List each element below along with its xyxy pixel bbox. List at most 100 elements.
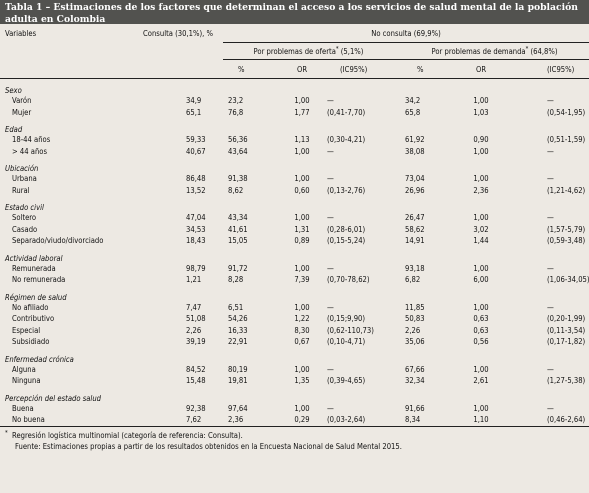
value-ic-oferta: (0,62-110,73) xyxy=(327,325,374,335)
group-label: Régimen de salud xyxy=(5,292,67,302)
value-ic-demanda: — xyxy=(547,364,554,374)
value-or-oferta: 1,00 xyxy=(294,174,310,184)
value-pct-demanda: 26,96 xyxy=(405,185,425,195)
value-or-demanda: 1,44 xyxy=(473,236,489,246)
value-ic-demanda: (0,51-1,59) xyxy=(547,135,586,145)
value-ic-oferta: (0,15;9,90) xyxy=(327,314,366,324)
value-ic-demanda: (0,17-1,82) xyxy=(547,337,586,347)
table-row: Separado/viudo/divorciado 18,43 15,05 0,89 (… xyxy=(0,235,589,247)
row-label: Casado xyxy=(12,224,38,234)
row-label: Especial xyxy=(12,325,41,335)
value-pct-oferta: 54,26 xyxy=(228,314,248,324)
data-table: Variables Consulta (30,1%), % No consult… xyxy=(0,24,589,427)
value-pct-demanda: 73,04 xyxy=(405,174,425,184)
value-or-demanda: 0,63 xyxy=(473,325,489,335)
value-or-oferta: 1,35 xyxy=(294,376,310,386)
value-or-demanda: 1,00 xyxy=(473,146,489,156)
table-row: Soltero 47,04 43,34 1,00 — 26,47 1,00 — xyxy=(0,212,589,224)
row-label: Subsidiado xyxy=(12,337,50,347)
value-consulta: 98,79 xyxy=(186,263,206,273)
value-pct-demanda: 2,26 xyxy=(405,325,421,335)
value-ic-oferta: — xyxy=(327,146,334,156)
value-ic-demanda: — xyxy=(547,174,554,184)
group-label: Actividad laboral xyxy=(5,253,63,263)
group-label: Percepción del estado salud xyxy=(5,393,102,403)
value-ic-oferta: — xyxy=(327,96,334,106)
value-pct-demanda: 35,06 xyxy=(405,337,425,347)
value-ic-oferta: (0,41-7,70) xyxy=(327,107,366,117)
value-or-demanda: 1,00 xyxy=(473,364,489,374)
value-or-oferta: 0,60 xyxy=(294,185,310,195)
value-or-oferta: 0,67 xyxy=(294,337,310,347)
row-label: Alguna xyxy=(12,364,36,374)
value-pct-demanda: 65,8 xyxy=(405,107,421,117)
value-pct-oferta: 16,33 xyxy=(228,325,248,335)
value-pct-oferta: 19,81 xyxy=(228,376,248,386)
header-or-oferta: OR xyxy=(284,59,320,79)
value-or-oferta: 1,00 xyxy=(294,213,310,223)
value-consulta: 59,33 xyxy=(186,135,206,145)
group-label: Sexo xyxy=(5,86,22,95)
value-or-demanda: 1,03 xyxy=(473,107,489,117)
value-ic-oferta: — xyxy=(327,302,334,312)
value-or-oferta: 1,22 xyxy=(294,314,310,324)
table-row: 18-44 años 59,33 56,36 1,13 (0,30-4,21) 61,92… xyxy=(0,134,589,146)
value-pct-demanda: 50,83 xyxy=(405,314,425,324)
table-row: No afiliado 7,47 6,51 1,00 — 11,85 1,00 — xyxy=(0,302,589,314)
value-pct-oferta: 6,51 xyxy=(228,302,244,312)
value-consulta: 86,48 xyxy=(186,174,206,184)
row-label: Remunerada xyxy=(12,263,56,273)
value-or-oferta: 1,00 xyxy=(294,364,310,374)
value-consulta: 51,08 xyxy=(186,314,206,324)
value-pct-oferta: 97,64 xyxy=(228,403,248,413)
value-consulta: 34,9 xyxy=(186,96,202,106)
value-or-demanda: 1,00 xyxy=(473,403,489,413)
value-or-demanda: 1,00 xyxy=(473,174,489,184)
row-label: Varón xyxy=(12,96,32,106)
table-row: Remunerada 98,79 91,72 1,00 — 93,18 1,00 — xyxy=(0,263,589,275)
value-ic-demanda: (0,11-3,54) xyxy=(547,325,586,335)
value-or-oferta: 1,77 xyxy=(294,107,310,117)
row-label: No remunerada xyxy=(12,275,66,285)
footnotes: * Regresión logística multinomial (categ… xyxy=(0,427,589,452)
header-oferta: Por problemas de oferta* (5,1%) xyxy=(223,42,400,60)
row-label: Urbana xyxy=(12,174,37,184)
value-or-demanda: 1,00 xyxy=(473,263,489,273)
value-consulta: 65,1 xyxy=(186,107,202,117)
header-ic-oferta: (IC95%) xyxy=(320,59,400,79)
value-ic-oferta: (0,15-5,24) xyxy=(327,236,366,246)
value-ic-oferta: (0,70-78,62) xyxy=(327,275,370,285)
table-row: No buena 7,62 2,36 0,29 (0,03-2,64) 8,34 1,10(… xyxy=(0,414,589,427)
value-consulta: 34,53 xyxy=(186,224,206,234)
group-label: Estado civil xyxy=(5,203,44,212)
value-or-demanda: 0,90 xyxy=(473,135,489,145)
value-or-oferta: 1,31 xyxy=(294,224,310,234)
value-or-oferta: 1,00 xyxy=(294,96,310,106)
value-ic-demanda: (1,27-5,38) xyxy=(547,376,586,386)
header-variables: Variables xyxy=(5,28,37,38)
value-or-demanda: 0,63 xyxy=(473,314,489,324)
value-or-demanda: 6,00 xyxy=(473,275,489,285)
value-consulta: 7,62 xyxy=(133,414,223,427)
footnote-source: Fuente: Estimaciones propias a partir de… xyxy=(15,441,402,451)
value-ic-oferta: (0,28-6,01) xyxy=(327,224,366,234)
value-pct-oferta: 91,72 xyxy=(228,263,248,273)
table-row: Varón 34,9 23,2 1,00 — 34,2 1,00 — xyxy=(0,95,589,107)
header-demanda: Por problemas de demanda* (64,8%) xyxy=(400,42,589,60)
value-pct-oferta: 43,64 xyxy=(228,146,248,156)
row-label: Buena xyxy=(12,403,34,413)
value-or-oferta: 1,00 xyxy=(294,146,310,156)
value-consulta: 39,19 xyxy=(186,337,206,347)
value-ic-oferta: (0,39-4,65) xyxy=(327,376,366,386)
group-label: Ubicación xyxy=(5,164,39,173)
value-pct-demanda: 34,2 xyxy=(405,96,421,106)
header-ic-demanda: (IC95%) xyxy=(499,59,589,79)
table-row: Especial 2,26 16,33 8,30 (0,62-110,73) 2,26 0,… xyxy=(0,325,589,337)
row-label: Soltero xyxy=(12,213,37,223)
value-ic-demanda: (1,21-4,62) xyxy=(547,185,586,195)
value-or-demanda: 1,00 xyxy=(473,213,489,223)
group-label: Enfermedad crónica xyxy=(5,354,74,364)
footnote-1: Regresión logística multinomial (categor… xyxy=(12,430,243,440)
value-ic-oferta: — xyxy=(327,403,334,413)
value-pct-demanda: 11,85 xyxy=(405,302,425,312)
